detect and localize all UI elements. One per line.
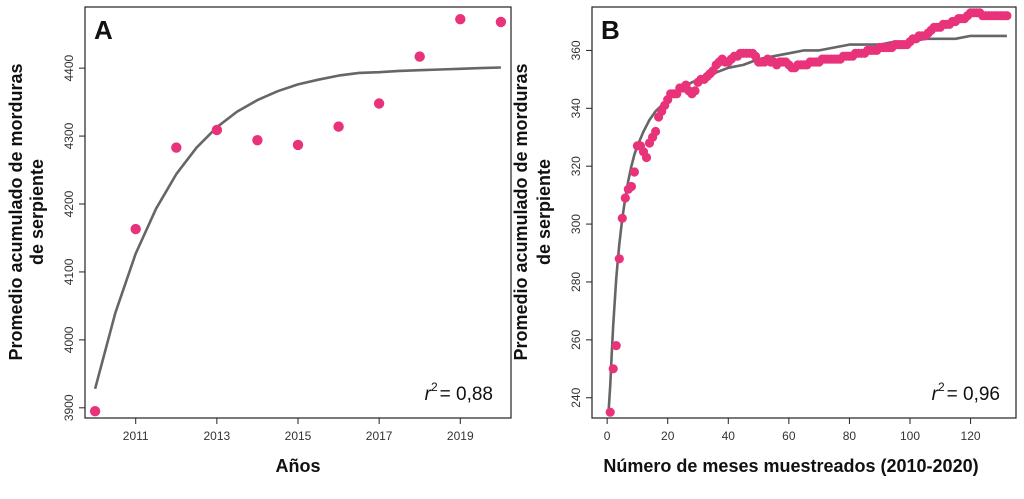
panel-b-ytick-label: 240: [569, 387, 583, 407]
panel-b-ytick-label: 260: [569, 330, 583, 350]
panel-b-ytick-label: 340: [569, 98, 583, 118]
panel-b-ticks: 0 20 40 60 80 100 120 240 260 280 300 320 340 360: [569, 40, 981, 443]
panel-b-points: [605, 8, 1012, 417]
panel-a-ylabel-line2: de serpiente: [27, 159, 47, 265]
panel-b-r2: r2 = 0,96: [932, 380, 1000, 405]
panel-b-point: [620, 193, 630, 203]
panel-b-letter: B: [601, 15, 620, 45]
panel-b-xlabel: Número de meses muestreados (2010-2020): [603, 456, 978, 476]
panel-a-xtick-label: 2013: [204, 429, 231, 443]
panel-a-letter: A: [94, 15, 113, 45]
panel-b-point: [605, 407, 615, 417]
panel-b-xtick-label: 0: [604, 429, 611, 443]
panel-a-fit: [93, 66, 501, 390]
panel-a-r2: r2 = 0,88: [425, 380, 493, 405]
panel-a-ytick-label: 4400: [62, 54, 76, 81]
panel-b-point: [626, 181, 637, 192]
panel-b: 0 20 40 60 80 100 120 240 260 280 300 320 340 360 B N…: [511, 6, 1017, 476]
panel-b-xtick-label: 100: [900, 429, 920, 443]
panel-a-point: [495, 16, 507, 28]
panel-a-ticks: 2011 2013 2015 2017 2019 3900 4000 4100 4200 4300…: [62, 54, 474, 443]
panel-a-point: [171, 142, 182, 153]
panel-b-point: [651, 126, 661, 137]
panel-b-ytick-label: 280: [569, 272, 583, 292]
panel-b-point: [617, 213, 627, 223]
panel-a-point: [211, 124, 223, 136]
panel-b-ytick-label: 300: [569, 214, 583, 234]
panel-a: 2011 2013 2015 2017 2019 3900 4000 4100 4200 4300…: [6, 6, 512, 476]
panel-a-point: [89, 406, 101, 417]
panel-b-xtick-label: 40: [722, 429, 736, 443]
panel-b-r2-value: = 0,96: [947, 384, 1000, 405]
panel-a-xlabel: Años: [276, 456, 321, 476]
panel-b-point: [641, 152, 652, 163]
panel-b-xtick-label: 20: [661, 429, 675, 443]
panel-a-point: [252, 135, 263, 146]
panel-a-xtick-label: 2017: [366, 429, 393, 443]
panel-b-xtick-label: 120: [961, 429, 981, 443]
panel-a-ylabel-line1: Promedio acumulado de morduras: [6, 63, 26, 360]
panel-b-point: [1002, 11, 1012, 21]
panel-a-fit-line: [93, 66, 501, 390]
panel-a-ytick-label: 3900: [62, 394, 76, 421]
panel-a-xtick-label: 2019: [447, 429, 474, 443]
panel-a-point: [292, 139, 304, 151]
panel-a-point: [455, 14, 466, 25]
panel-b-point: [614, 254, 624, 264]
panel-b-r2-symbol: r: [932, 384, 939, 405]
panel-a-xtick-label: 2015: [285, 429, 312, 443]
panel-b-frame: [591, 6, 1017, 419]
panel-a-r2-exponent: 2: [431, 380, 438, 394]
panel-a-frame: [84, 6, 512, 419]
panel-a-ytick-label: 4300: [62, 122, 76, 149]
panel-a-point: [373, 98, 385, 109]
panel-a-ytick-label: 4100: [62, 258, 76, 285]
panel-b-ytick-label: 320: [569, 156, 583, 176]
panel-b-ylabel-line2: de serpiente: [534, 159, 554, 265]
panel-b-xtick-label: 80: [843, 429, 857, 443]
panel-a-point: [414, 51, 425, 62]
panel-a-point: [333, 121, 344, 132]
panel-b-point: [608, 364, 618, 374]
panel-b-point: [690, 86, 700, 96]
panel-b-xtick-label: 60: [782, 429, 796, 443]
panel-a-r2-symbol: r: [425, 384, 432, 405]
panel-a-r2-value: = 0,88: [440, 384, 493, 405]
panel-b-point: [611, 341, 621, 351]
panel-b-r2-exponent: 2: [938, 380, 945, 394]
panel-a-xtick-label: 2011: [123, 429, 149, 443]
panel-a-ytick-label: 4200: [62, 190, 76, 217]
panel-a-points: [89, 14, 507, 417]
panel-b-ytick-label: 360: [569, 40, 583, 60]
panel-a-ytick-label: 4000: [62, 326, 76, 353]
panel-b-ylabel-line1: Promedio acumulado de morduras: [511, 63, 531, 360]
panel-b-point: [629, 167, 640, 177]
panel-a-point: [130, 223, 141, 235]
